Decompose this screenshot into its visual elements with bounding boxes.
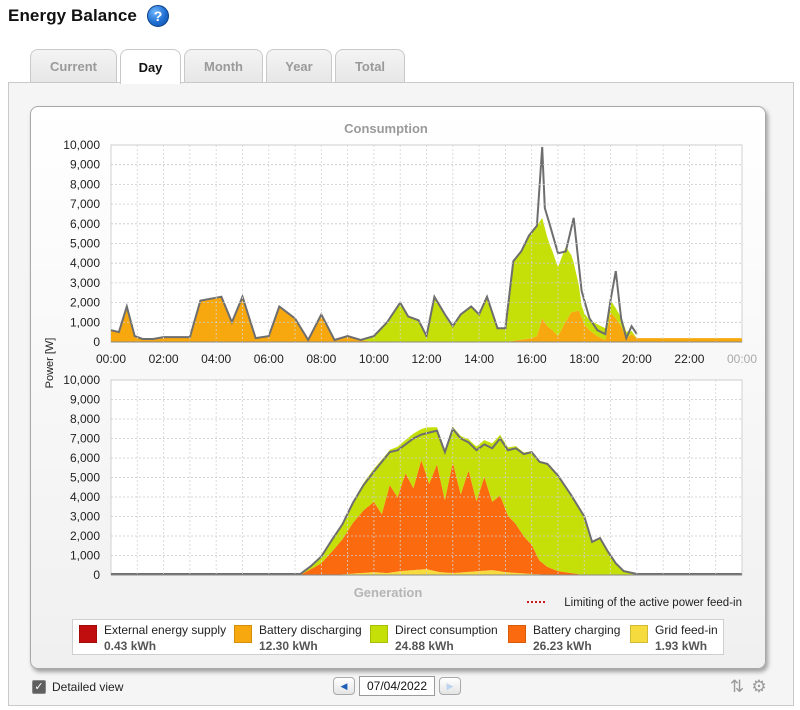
chevron-left-icon[interactable]: ◀	[333, 677, 355, 695]
chart-container	[30, 106, 766, 669]
legend-value: 0.43 kWh	[104, 639, 157, 653]
legend-value: 12.30 kWh	[259, 639, 318, 653]
legend-swatch	[508, 625, 526, 643]
footer-bar: ✓ Detailed view ◀ ▶ ⇅ ⚙	[0, 674, 800, 704]
detailed-view-label: Detailed view	[52, 680, 124, 694]
legend-swatch	[630, 625, 648, 643]
legend-swatch	[234, 625, 252, 643]
tab-total[interactable]: Total	[335, 49, 405, 83]
tab-month[interactable]: Month	[184, 49, 263, 83]
detailed-view-toggle[interactable]: ✓ Detailed view	[32, 680, 123, 694]
help-icon[interactable]: ?	[146, 5, 169, 27]
chevron-right-icon[interactable]: ▶	[439, 677, 461, 695]
legend-label: Direct consumption	[395, 623, 498, 637]
legend-swatch	[370, 625, 388, 643]
legend-label: Battery charging	[533, 623, 621, 637]
date-field[interactable]	[359, 676, 435, 696]
tab-current[interactable]: Current	[30, 49, 117, 83]
date-navigator: ◀ ▶	[333, 676, 461, 696]
legend-item-battery-charging: Battery charging 26.23 kWh	[508, 623, 620, 653]
legend-item-battery-discharging: Battery discharging 12.30 kWh	[234, 623, 362, 653]
legend-value: 1.93 kWh	[655, 639, 708, 653]
legend-item-external-supply: External energy supply 0.43 kWh	[79, 623, 226, 653]
legend-swatch	[79, 625, 97, 643]
tab-year[interactable]: Year	[266, 49, 332, 83]
legend-value: 26.23 kWh	[533, 639, 592, 653]
gear-icon[interactable]: ⚙	[751, 677, 767, 696]
legend-item-direct-consumption: Direct consumption 24.88 kWh	[370, 623, 498, 653]
tab-day[interactable]: Day	[120, 49, 181, 84]
chart-legend: External energy supply 0.43 kWh Battery …	[72, 619, 724, 655]
page-title: Energy Balance	[8, 6, 137, 25]
title-row: Energy Balance ?	[8, 4, 169, 28]
detailed-view-checkbox[interactable]: ✓	[32, 680, 46, 694]
legend-label: Battery discharging	[259, 623, 362, 637]
legend-label: Grid feed-in	[655, 623, 718, 637]
chart-tools: ⇅ ⚙	[726, 676, 770, 698]
legend-value: 24.88 kWh	[395, 639, 454, 653]
legend-label: External energy supply	[104, 623, 227, 637]
legend-item-grid-feed-in: Grid feed-in 1.93 kWh	[630, 623, 718, 653]
tab-bar: Current Day Month Year Total	[30, 49, 408, 84]
sort-icon[interactable]: ⇅	[729, 677, 745, 696]
